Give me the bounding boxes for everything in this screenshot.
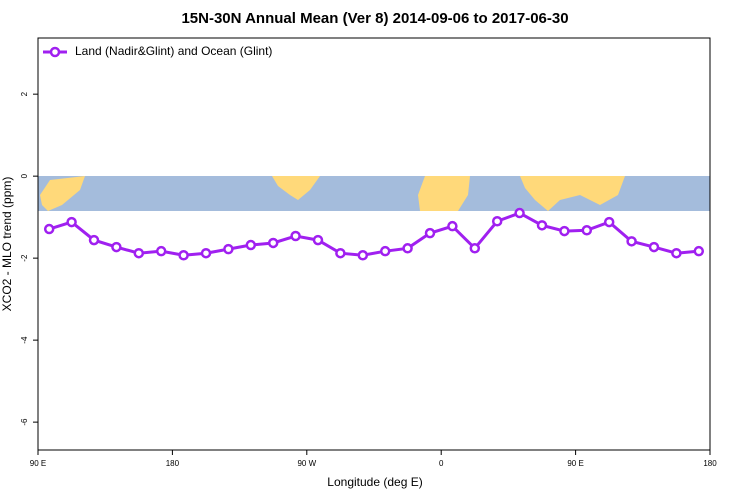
- data-point: [693, 245, 705, 257]
- x-tick-label: 90 E: [30, 459, 46, 468]
- data-point: [178, 250, 189, 261]
- data-point: [155, 245, 167, 257]
- x-tick-label: 90 E: [567, 459, 583, 468]
- data-point: [402, 243, 413, 254]
- data-point: [290, 230, 301, 242]
- data-point: [267, 237, 279, 249]
- data-point: [469, 243, 481, 254]
- data-point: [111, 241, 122, 253]
- data-point: [133, 247, 145, 259]
- data-point: [43, 223, 55, 235]
- data-point: [648, 241, 660, 253]
- data-point: [335, 247, 346, 259]
- y-tick-label: 2: [20, 91, 29, 96]
- data-point: [447, 220, 458, 232]
- y-axis-title: XCO2 - MLO trend (ppm): [0, 177, 14, 312]
- data-point: [223, 243, 234, 255]
- data-point: [424, 227, 436, 239]
- data-point: [603, 216, 615, 228]
- plot-frame: [37, 37, 711, 451]
- y-tick-label: -4: [20, 336, 29, 344]
- legend-marker: [49, 46, 61, 58]
- y-tick-label: 0: [20, 173, 29, 178]
- data-point: [379, 245, 391, 257]
- data-point: [66, 216, 77, 228]
- data-point: [312, 234, 324, 246]
- y-tick-label: -6: [20, 418, 29, 426]
- data-point: [626, 236, 637, 247]
- y-tick-label: -2: [20, 254, 29, 262]
- data-point: [536, 220, 548, 231]
- data-point: [357, 250, 369, 261]
- data-point: [88, 234, 100, 246]
- map-band: [38, 176, 710, 211]
- x-tick-label: 180: [703, 459, 717, 468]
- data-point: [581, 225, 593, 236]
- chart-title: 15N-30N Annual Mean (Ver 8) 2014-09-06 t…: [181, 10, 568, 27]
- data-point: [245, 239, 257, 251]
- data-point: [559, 225, 570, 237]
- x-tick-label: 90 W: [297, 459, 316, 468]
- x-tick-label: 180: [166, 459, 180, 468]
- x-axis-title: Longitude (deg E): [327, 475, 422, 489]
- x-tick-label: 0: [439, 459, 444, 468]
- data-point: [514, 207, 525, 219]
- data-point: [491, 215, 503, 227]
- legend-label: Land (Nadir&Glint) and Ocean (Glint): [75, 44, 272, 58]
- data-point: [671, 247, 682, 259]
- data-point: [200, 247, 212, 259]
